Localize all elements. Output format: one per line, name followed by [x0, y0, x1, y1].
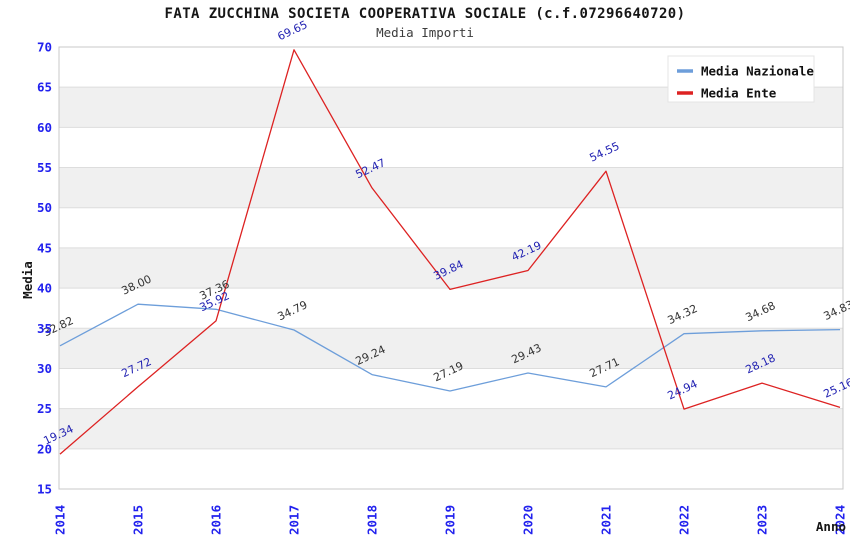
y-tick-label: 35: [37, 321, 52, 336]
plot-border: [58, 46, 844, 490]
x-axis-title: Anno: [816, 519, 846, 534]
y-tick-label: 40: [37, 281, 52, 296]
y-tick-label: 50: [37, 200, 52, 215]
x-tick-label: 2015: [131, 505, 146, 535]
grid-band: [59, 448, 843, 489]
grid-lines: [59, 86, 843, 450]
series-lines: [59, 49, 841, 455]
y-tick-label: 60: [37, 120, 52, 135]
chart-subtitle: Media Importi: [376, 25, 474, 40]
y-tick-label: 65: [37, 80, 52, 95]
y-tick-label: 30: [37, 361, 52, 376]
y-tick-label: 25: [37, 401, 52, 416]
legend: Media Nazionale Media Ente: [667, 55, 815, 103]
y-tick-label: 55: [37, 160, 52, 175]
series-line-media-nazionale: [59, 303, 841, 392]
grid-band: [59, 207, 843, 248]
grid-band: [59, 167, 843, 208]
y-tick-label: 15: [37, 482, 52, 497]
x-tick-label: 2014: [53, 505, 68, 535]
x-tick-label: 2021: [599, 505, 614, 535]
x-tick-label: 2022: [677, 505, 692, 535]
x-tick-label: 2018: [365, 505, 380, 535]
axis-tick-labels: 15 20 25 30 35 40 45 50 55 60 65 70 2014 2015 2016 2017…: [37, 40, 848, 536]
y-tick-label: 70: [37, 40, 52, 55]
x-tick-label: 2016: [209, 505, 224, 535]
legend-item-media-nazionale: Media Nazionale: [701, 64, 814, 79]
y-tick-label: 45: [37, 240, 52, 255]
series-line-media-ente: [59, 49, 841, 455]
x-tick-label: 2023: [755, 505, 770, 535]
y-tick-label: 20: [37, 441, 52, 456]
legend-item-media-ente: Media Ente: [701, 86, 777, 101]
grid-band: [59, 408, 843, 449]
chart-title: FATA ZUCCHINA SOCIETA COOPERATIVA SOCIAL…: [165, 6, 686, 22]
grid-band: [59, 368, 843, 409]
grid-band: [59, 328, 843, 369]
grid-band: [59, 247, 843, 289]
x-tick-label: 2024: [833, 505, 848, 535]
y-axis-title: Media: [20, 261, 35, 299]
x-tick-label: 2020: [521, 505, 536, 535]
x-tick-label: 2019: [443, 505, 458, 535]
grid-band: [59, 288, 843, 329]
grid-band: [59, 127, 843, 168]
x-tick-label: 2017: [287, 505, 302, 535]
